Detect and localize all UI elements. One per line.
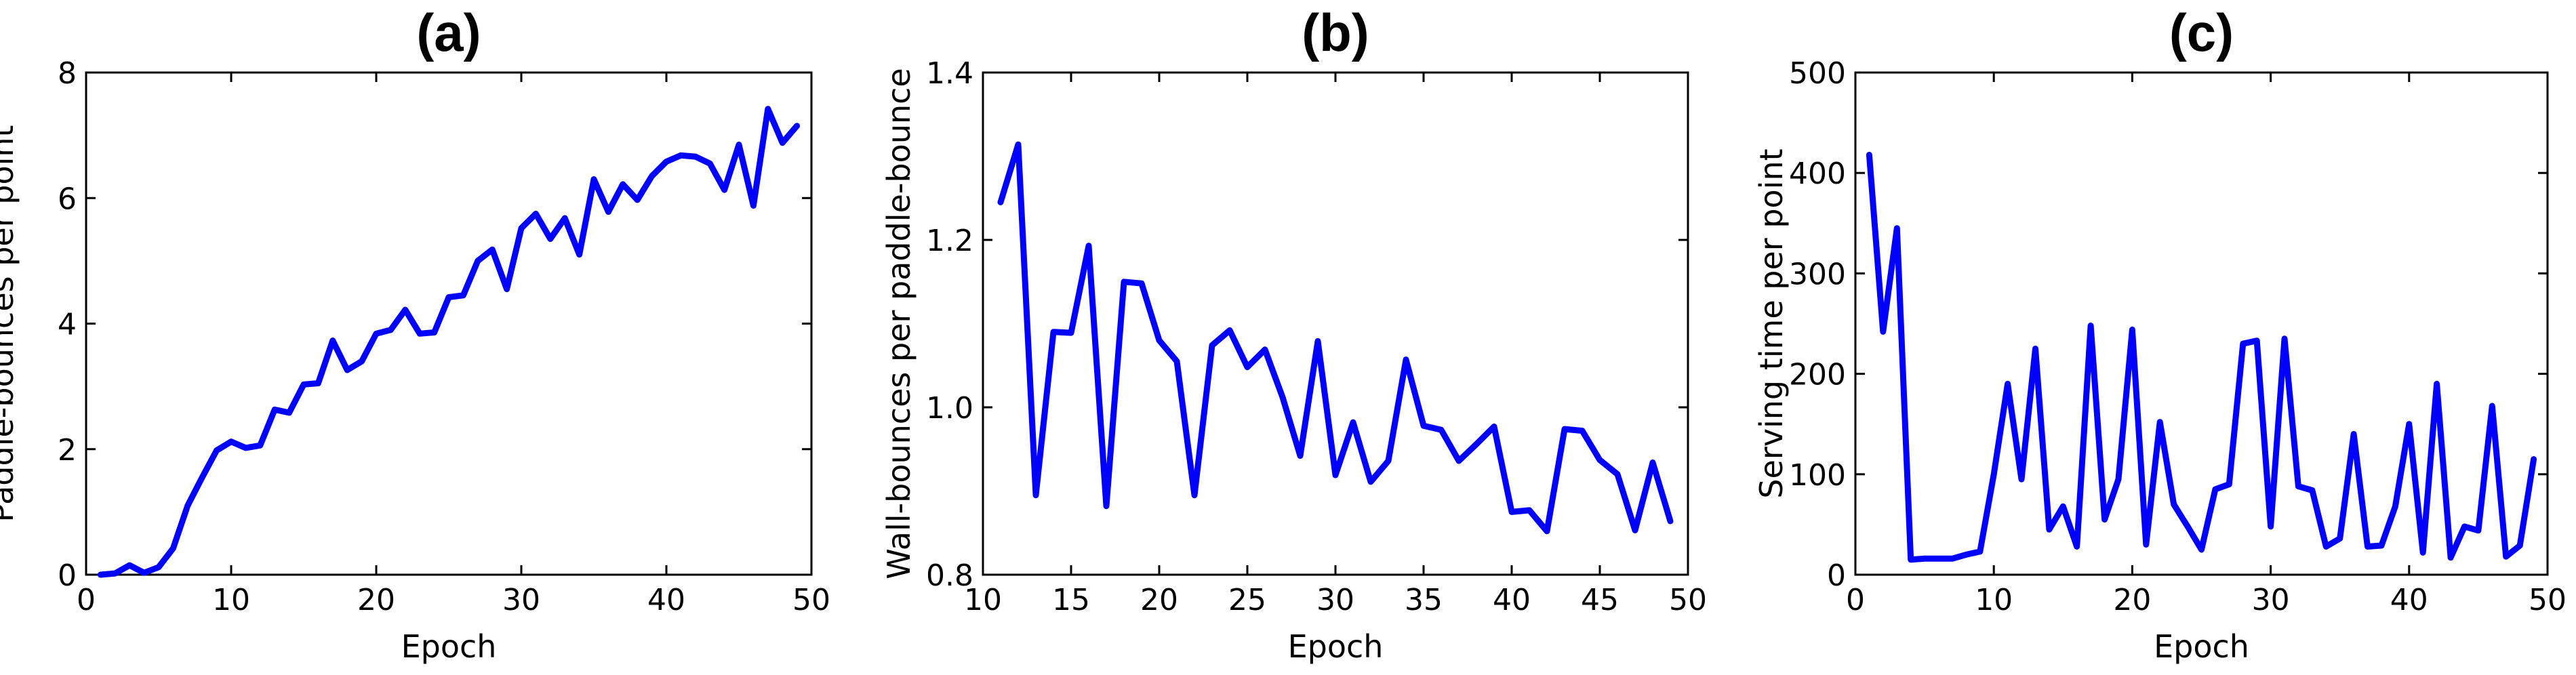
series-line-1 — [97, 106, 801, 578]
chart-title: (c) — [2169, 3, 2234, 62]
x-tick-label: 45 — [1581, 583, 1619, 617]
plot-area — [982, 71, 1689, 576]
y-tick-label: 500 — [1789, 56, 1846, 91]
x-tick-label: 10 — [1975, 583, 2013, 617]
x-tick-label: 20 — [1140, 583, 1178, 617]
y-tick-label: 0 — [58, 558, 77, 593]
x-tick-label: 40 — [647, 583, 685, 617]
x-tick-label: 15 — [1052, 583, 1090, 617]
x-tick-label: 25 — [1228, 583, 1266, 617]
y-axis-label: Wall-bounces per paddle-bounce — [881, 68, 917, 579]
chart-panel-1: (a) 0 10 20 30 40 50 0 2 4 6 8 Epoch Paddle-bounces p… — [0, 3, 830, 665]
x-tick-label: 50 — [1669, 583, 1707, 617]
plot-area — [1854, 71, 2549, 576]
y-tick-label: 1.4 — [926, 56, 973, 91]
y-axis-label: Paddle-bounces per point — [0, 125, 20, 522]
y-tick-label: 100 — [1789, 458, 1846, 493]
y-tick-label: 1.0 — [926, 391, 973, 426]
chart-title: (a) — [416, 3, 481, 62]
y-tick-label: 4 — [58, 308, 77, 342]
x-tick-label: 20 — [2113, 583, 2151, 617]
x-tick-label: 50 — [792, 583, 830, 617]
series-line-1 — [1866, 152, 2537, 563]
x-axis-label: Epoch — [1288, 628, 1384, 665]
x-tick-label: 0 — [77, 583, 96, 617]
plot-area — [85, 71, 813, 576]
x-tick-label: 40 — [2390, 583, 2428, 617]
x-tick-label: 30 — [502, 583, 540, 617]
x-tick-label: 40 — [1493, 583, 1531, 617]
y-tick-label: 8 — [58, 56, 77, 91]
chart-panel-3: (c)0 10 20 30 40 500100200300400500EpochServi… — [1753, 3, 2567, 665]
series-line-1 — [997, 141, 1674, 535]
y-tick-label: 0.8 — [926, 558, 973, 593]
y-tick-label: 1.2 — [926, 224, 973, 258]
x-tick-label: 30 — [1316, 583, 1354, 617]
y-tick-label: 0 — [1827, 558, 1846, 593]
y-tick-label: 2 — [58, 433, 77, 468]
y-tick-label: 300 — [1789, 257, 1846, 291]
y-axis-label: Serving time per point — [1753, 148, 1790, 498]
x-tick-label: 50 — [2529, 583, 2567, 617]
x-tick-label: 10 — [964, 583, 1002, 617]
x-tick-label: 20 — [357, 583, 395, 617]
x-tick-label: 30 — [2252, 583, 2290, 617]
y-tick-label: 6 — [58, 182, 77, 216]
y-tick-label: 400 — [1789, 157, 1846, 191]
y-tick-label: 200 — [1789, 358, 1846, 392]
chart-title: (b) — [1302, 3, 1369, 62]
x-axis-label: Epoch — [401, 628, 497, 665]
chart-panel-2: (b) 10 15 20 25 30 35 40 45 50 0.8 1.0 1.2 1.4 Epoch Wa… — [881, 3, 1707, 665]
x-tick-label: 0 — [1846, 583, 1865, 617]
x-tick-label: 10 — [212, 583, 250, 617]
x-tick-label: 35 — [1405, 583, 1443, 617]
x-axis-label: Epoch — [2154, 628, 2249, 665]
